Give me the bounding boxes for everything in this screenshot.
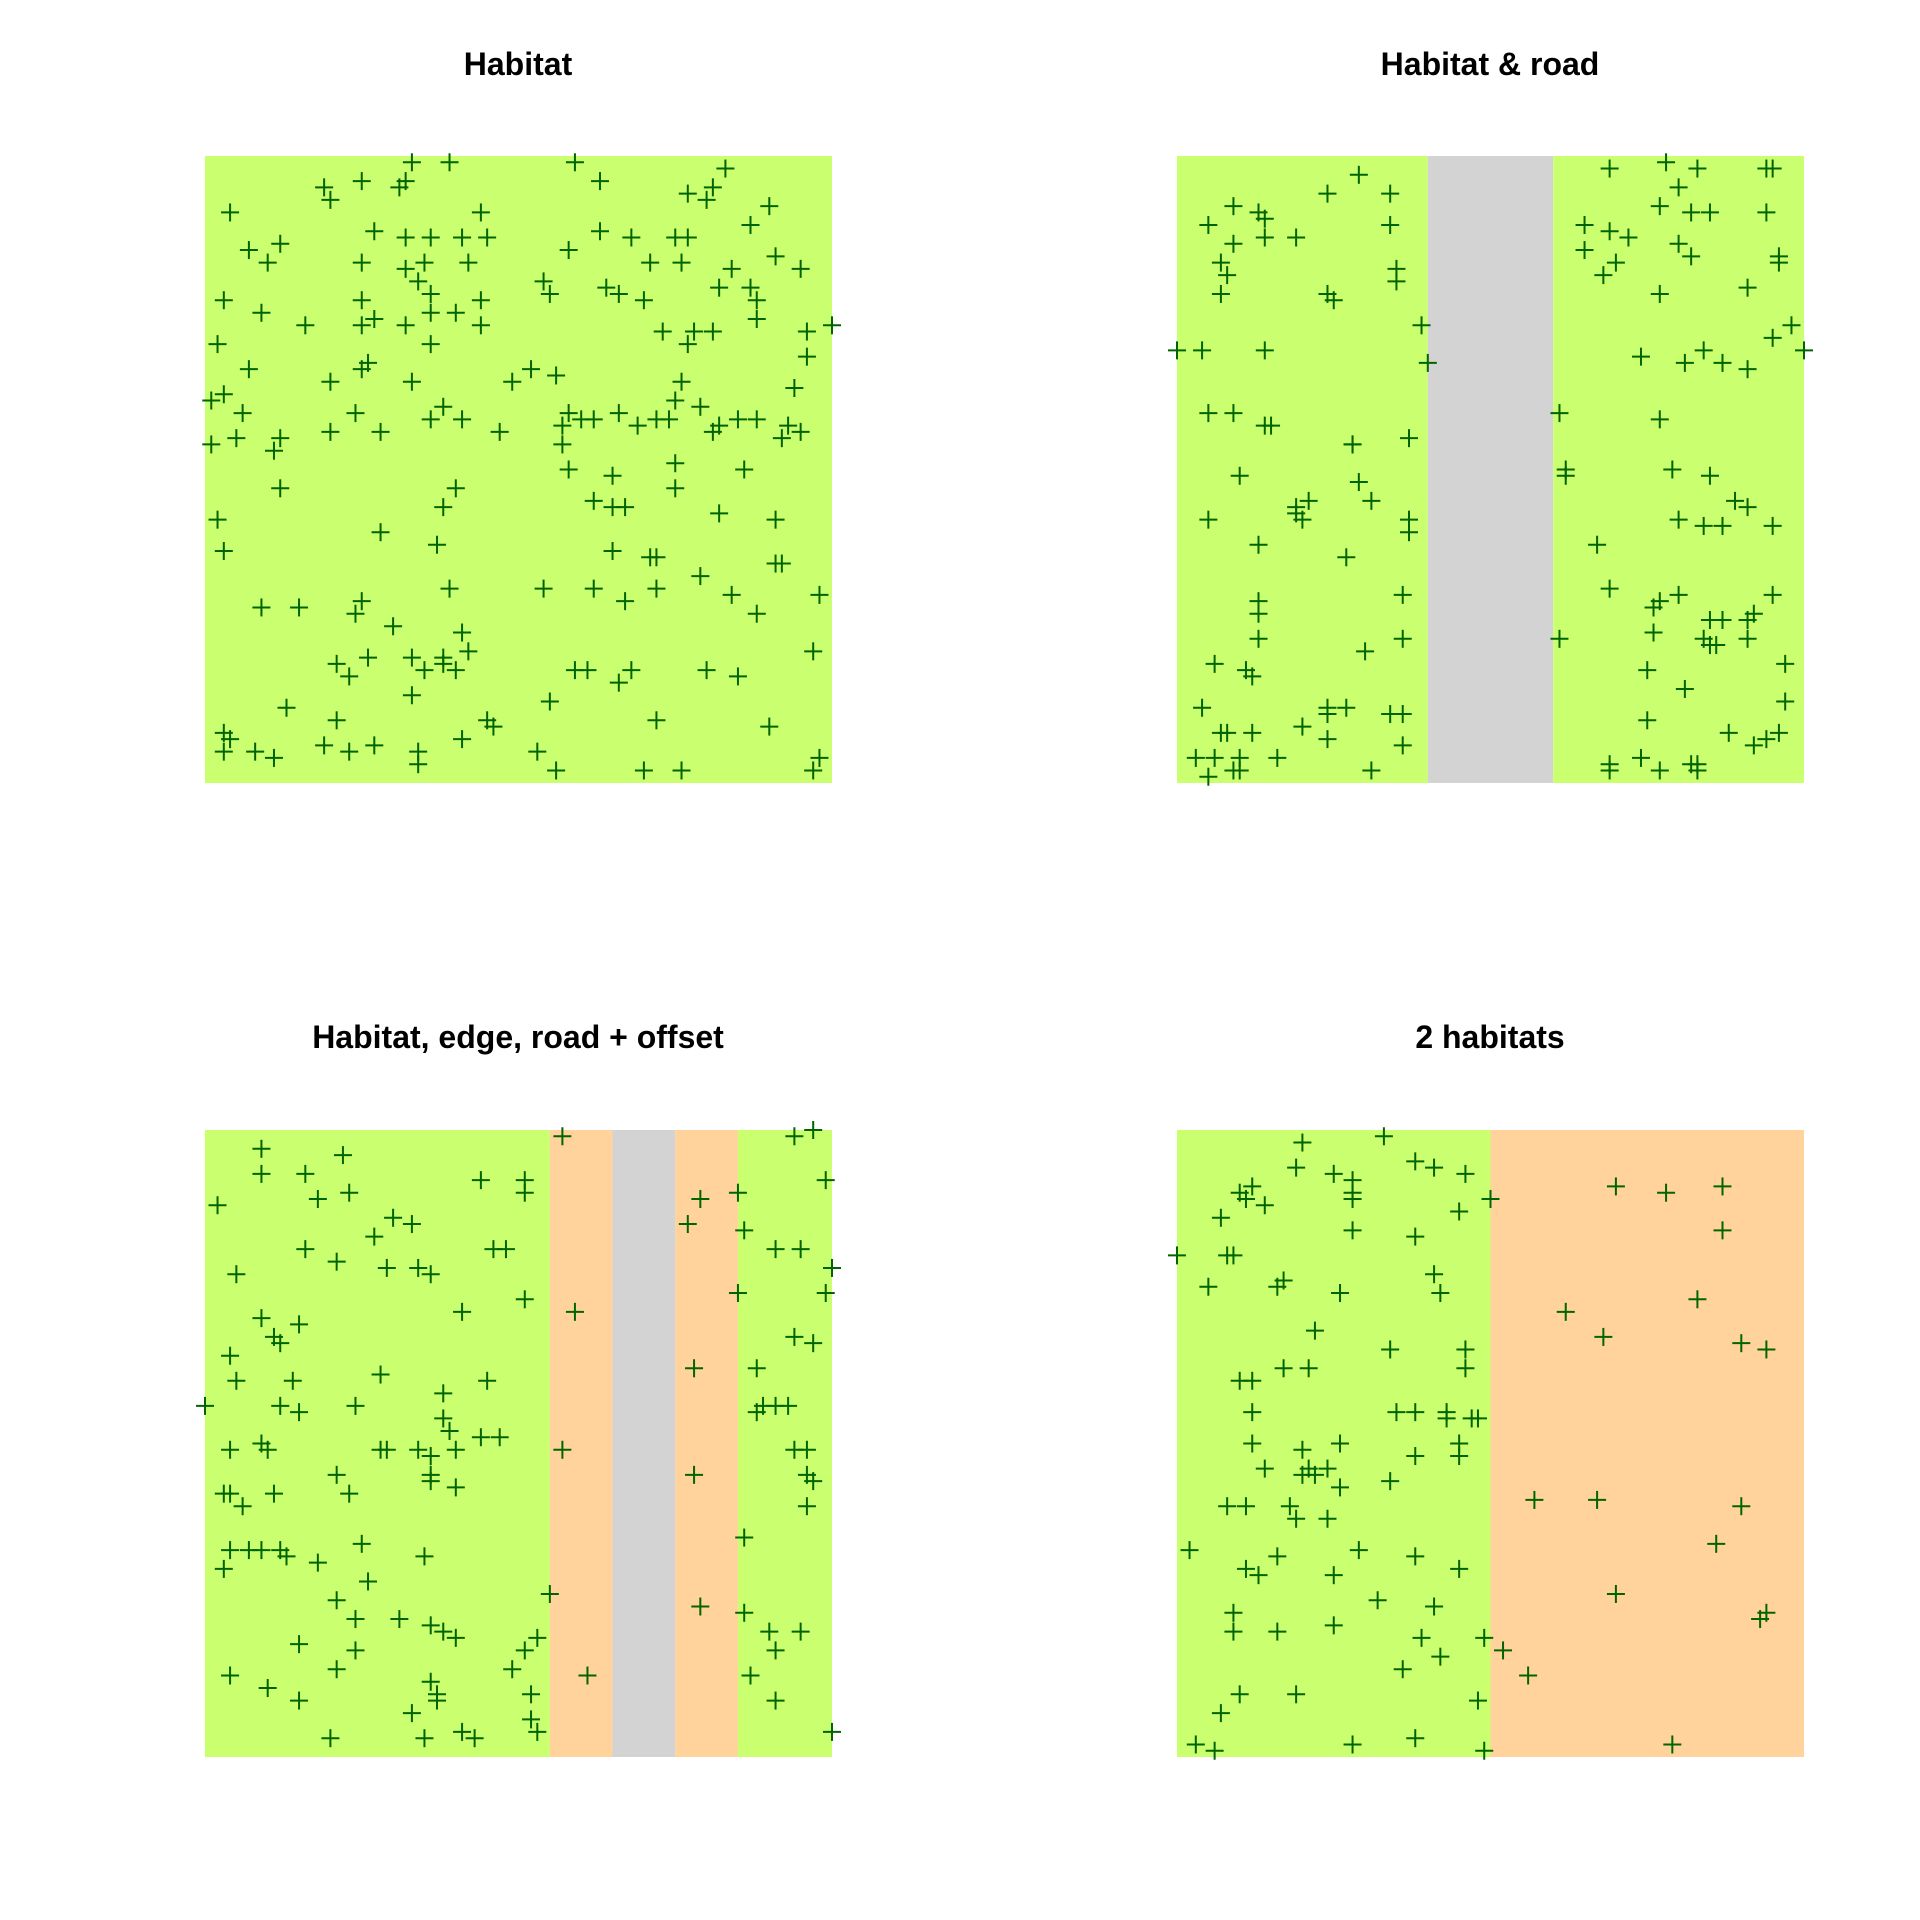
panel-habitat-edge-road-offset: Habitat, edge, road + offset (0, 960, 1036, 1920)
region-habitat-0 (1177, 156, 1428, 783)
panel-habitat: Habitat (0, 0, 1036, 960)
region-habitat-4 (738, 1130, 832, 1757)
panel-habitat-road: Habitat & road (972, 0, 1920, 960)
chart-title: Habitat & road (972, 46, 1920, 83)
chart-title: 2 habitats (972, 1019, 1920, 1056)
plot-area (205, 1130, 832, 1757)
region-road-1 (1428, 156, 1553, 783)
plot-area (1177, 1130, 1804, 1757)
plot-area (1177, 156, 1804, 783)
region-road-2 (613, 1130, 676, 1757)
chart-title: Habitat, edge, road + offset (0, 1019, 1036, 1056)
panel-2-habitats: 2 habitats (972, 960, 1920, 1920)
region-edge-1 (550, 1130, 613, 1757)
region-habitat-1 (1491, 1130, 1805, 1757)
chart-title: Habitat (0, 46, 1036, 83)
plot-area (205, 156, 832, 783)
